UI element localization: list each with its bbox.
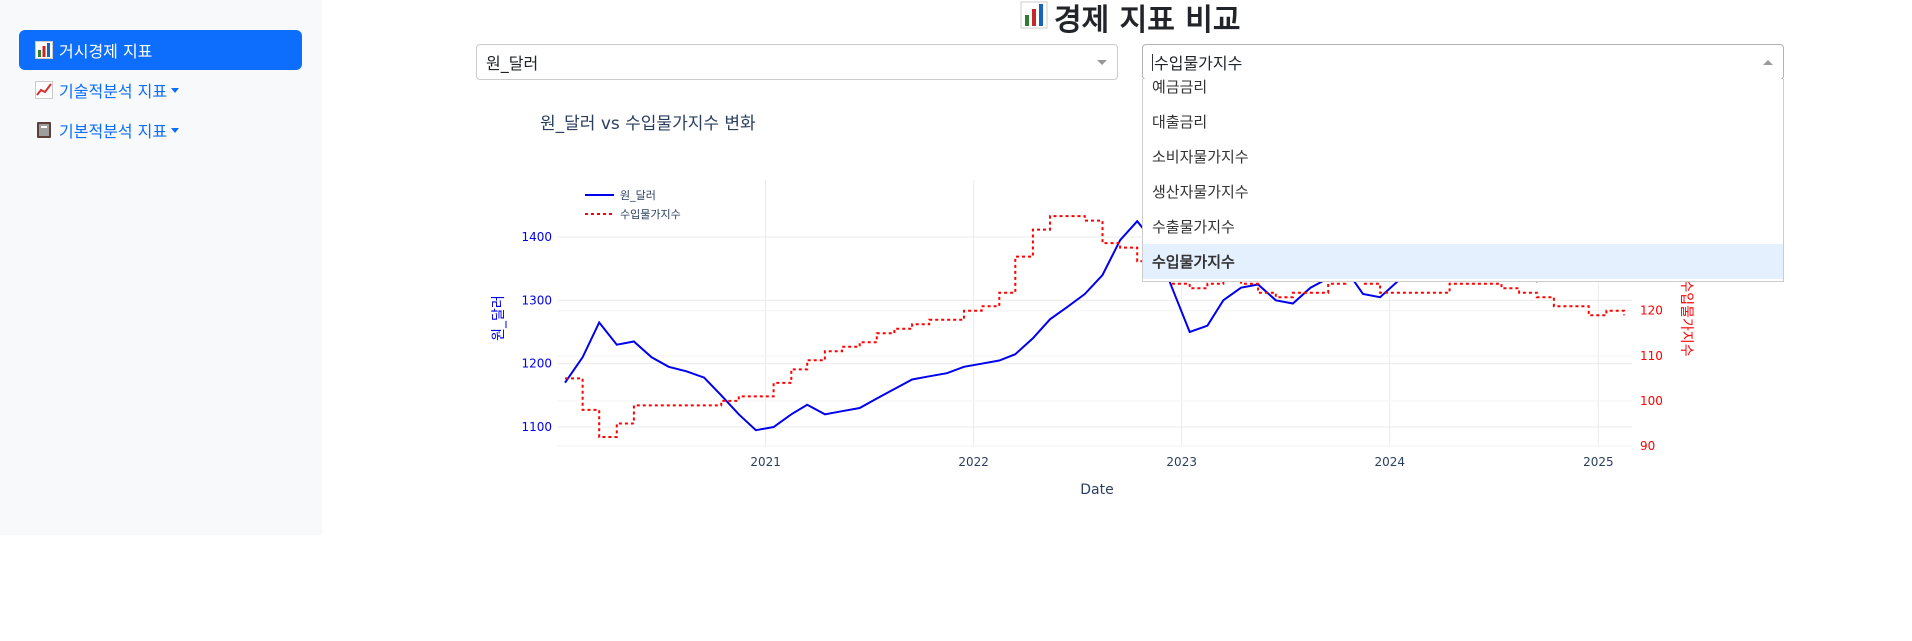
book-icon <box>35 121 53 139</box>
select-value: 원_달러 <box>486 54 539 73</box>
x-tick-label: 2022 <box>958 455 989 469</box>
y-left-tick-label: 1400 <box>521 230 552 244</box>
x-tick-label: 2021 <box>750 455 781 469</box>
y-right-tick-label: 90 <box>1640 439 1655 453</box>
y-right-tick-label: 100 <box>1640 394 1663 408</box>
bar-chart-icon <box>1020 1 1048 33</box>
y-left-axis-label: 원_달러 <box>491 295 507 341</box>
sidebar-item-fundamental[interactable]: 기본적분석 지표 <box>19 110 302 150</box>
dropdown-option-selected[interactable]: 수입물가지수 <box>1143 244 1783 279</box>
chevron-down-icon <box>171 127 180 133</box>
sidebar: 거시경제 지표 기술적분석 지표 기본적분석 지표 <box>0 0 322 535</box>
x-axis-ticks: 2021 2022 2023 2024 2025 <box>750 455 1613 469</box>
dropdown-option[interactable]: 예금금리 <box>1152 79 1208 96</box>
select-value: 수입물가지수 <box>1154 54 1243 73</box>
trend-chart-icon <box>35 81 53 99</box>
y-right-ticks: 90 100 110 120 <box>1640 304 1663 453</box>
y-left-ticks: 1100 1200 1300 1400 <box>521 230 552 434</box>
sidebar-item-technical[interactable]: 기술적분석 지표 <box>19 70 302 110</box>
y-right-axis-label: 수입물가지수 <box>1678 279 1694 356</box>
chevron-down-icon <box>171 87 180 93</box>
legend-label-won-dollar: 원_달러 <box>620 189 656 202</box>
x-tick-label: 2024 <box>1374 455 1405 469</box>
y-left-tick-label: 1100 <box>521 420 552 434</box>
chart-title: 원_달러 vs 수입물가지수 변화 <box>540 114 756 134</box>
chevron-down-icon[interactable] <box>1097 60 1107 65</box>
text-cursor <box>1152 53 1153 71</box>
dropdown-option[interactable]: 생산자물가지수 <box>1152 183 1249 201</box>
page-title-wrap: 경제 지표 비교 <box>1020 0 1241 38</box>
x-axis-label: Date <box>1080 482 1113 498</box>
y-right-tick-label: 110 <box>1640 349 1663 363</box>
y-right-tick-label: 120 <box>1640 304 1663 318</box>
sidebar-item-macro[interactable]: 거시경제 지표 <box>19 30 302 70</box>
chevron-up-icon[interactable] <box>1763 60 1773 65</box>
dropdown-option[interactable]: 소비자물가지수 <box>1152 148 1249 166</box>
dropdown-option[interactable]: 수출물가지수 <box>1152 218 1235 236</box>
y-left-tick-label: 1200 <box>521 357 552 371</box>
bar-chart-icon <box>35 41 53 59</box>
series-line-import-price <box>565 215 1625 438</box>
sidebar-item-label: 기술적분석 지표 <box>59 82 168 101</box>
x-tick-label: 2023 <box>1166 455 1197 469</box>
dropdown-menu: 예금금리 대출금리 소비자물가지수 생산자물가지수 수출물가지수 수입물가지수 <box>1142 79 1784 282</box>
dropdown-option[interactable]: 대출금리 <box>1152 113 1208 131</box>
legend-label-import-price: 수입물가지수 <box>620 208 681 221</box>
x-tick-label: 2025 <box>1583 455 1614 469</box>
page-title: 경제 지표 비교 <box>1054 3 1241 38</box>
sidebar-item-label: 거시경제 지표 <box>59 42 153 61</box>
left-indicator-select[interactable]: 원_달러 <box>476 44 1118 80</box>
y-left-tick-label: 1300 <box>521 293 552 307</box>
legend: 원_달러 수입물가지수 <box>585 189 681 221</box>
sidebar-item-label: 기본적분석 지표 <box>59 122 168 141</box>
right-indicator-select[interactable]: 수입물가지수 <box>1142 44 1784 80</box>
